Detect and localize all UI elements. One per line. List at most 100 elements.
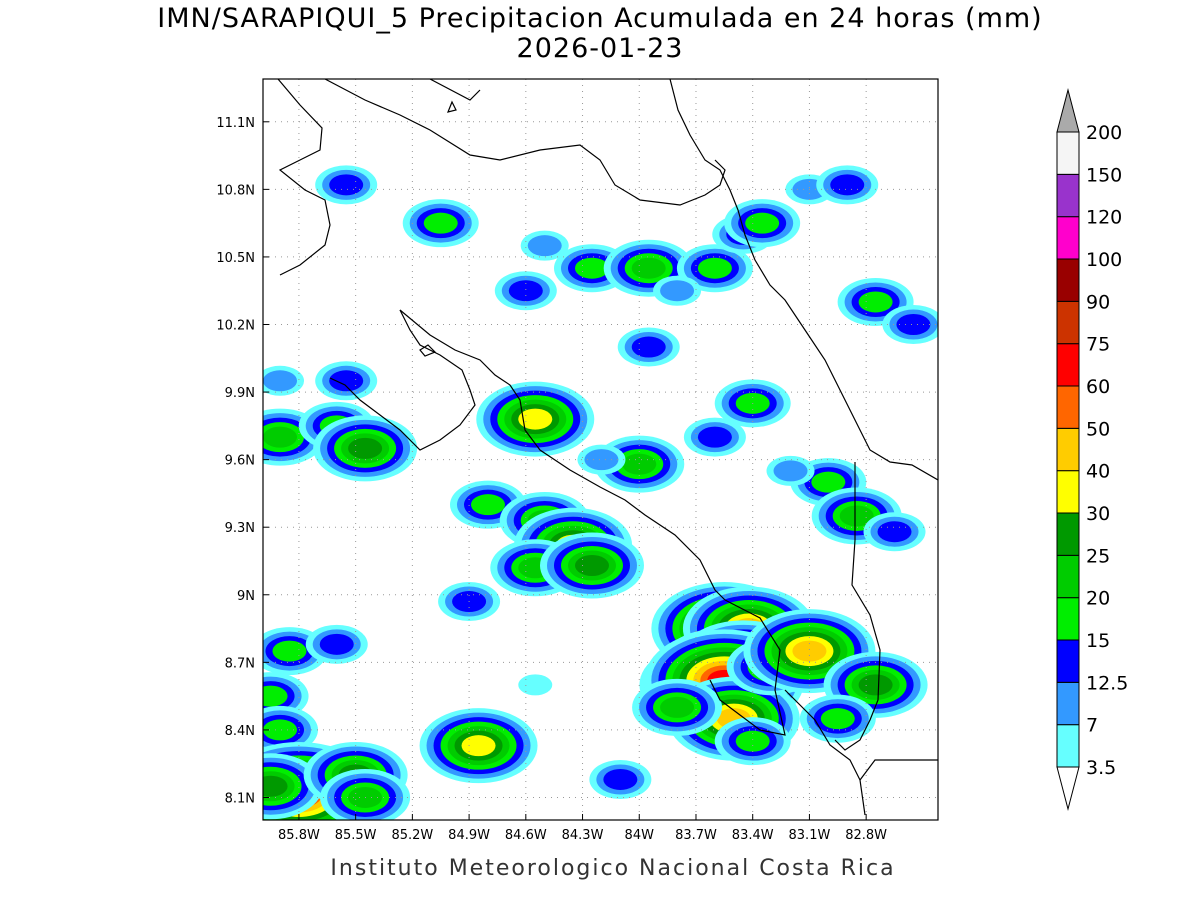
rain-contour xyxy=(811,471,846,493)
rain-contour xyxy=(877,521,912,543)
colorbar-label: 40 xyxy=(1086,461,1110,483)
lat-tick-label: 8.4N xyxy=(225,724,255,739)
rain-contour xyxy=(697,426,732,448)
rain-cell xyxy=(617,327,680,367)
colorbar-label: 30 xyxy=(1086,503,1110,525)
rain-contour xyxy=(745,212,780,234)
rain-cell xyxy=(402,199,479,248)
rain-cell xyxy=(816,165,879,205)
lat-tick-label: 10.2N xyxy=(216,318,255,333)
rain-cell xyxy=(476,381,595,457)
rain-cell xyxy=(320,768,411,820)
colorbar-bin xyxy=(1056,427,1080,472)
rain-cell xyxy=(577,444,626,475)
lon-tick-label: 85.5W xyxy=(335,828,377,843)
rain-contour xyxy=(518,408,553,430)
caribbean-coast xyxy=(669,79,938,481)
rain-contour xyxy=(527,235,562,257)
rain-contour xyxy=(329,174,364,196)
rain-cell xyxy=(315,165,378,205)
lat-tick-label: 8.1N xyxy=(225,791,255,806)
rain-contour xyxy=(830,174,865,196)
rain-contour xyxy=(423,212,458,234)
nicaragua-pacific-coast xyxy=(277,79,331,276)
lat-tick-label: 10.8N xyxy=(216,183,255,198)
colorbar-bin xyxy=(1056,724,1080,768)
rain-cell xyxy=(494,271,557,311)
rain-contour xyxy=(839,505,874,527)
lon-tick-label: 83.4W xyxy=(732,828,774,843)
colorbar-label: 200 xyxy=(1086,122,1122,144)
colorbar-label: 20 xyxy=(1086,588,1110,610)
lon-tick-label: 83.1W xyxy=(789,828,831,843)
rain-contour xyxy=(584,449,619,471)
rain-cell xyxy=(419,708,538,784)
lon-tick-label: 84.9W xyxy=(448,828,490,843)
rain-cell xyxy=(653,275,702,306)
osa-peninsula xyxy=(709,599,786,736)
rain-cell xyxy=(799,694,876,743)
colorbar-max-triangle xyxy=(1056,88,1080,133)
colorbar-bin xyxy=(1056,258,1080,302)
rain-cell xyxy=(539,532,644,599)
rain-contour xyxy=(697,257,732,279)
colorbar-label: 3.5 xyxy=(1086,757,1116,779)
colorbar-bin xyxy=(1056,343,1080,387)
map-title: IMN/SARAPIQUI_5 Precipitacion Acumulada … xyxy=(157,3,1043,34)
colorbar-bin xyxy=(1056,216,1080,260)
colorbar-label: 100 xyxy=(1086,249,1122,271)
colorbar-label: 90 xyxy=(1086,291,1110,313)
rain-contour xyxy=(622,453,657,475)
rain-cell xyxy=(589,759,652,799)
lon-tick-label: 84W xyxy=(625,828,655,843)
islet-north xyxy=(447,100,457,113)
rain-contour xyxy=(574,257,609,279)
colorbar-bin xyxy=(1056,639,1080,683)
rain-cell xyxy=(724,199,801,248)
rain-contour xyxy=(263,775,288,797)
colorbar-label: 25 xyxy=(1086,545,1110,567)
rain-contour xyxy=(518,674,553,696)
panama-pacific-coast xyxy=(859,759,938,781)
colorbar-label: 15 xyxy=(1086,630,1110,652)
colorbar-bin xyxy=(1056,512,1080,556)
rain-cell xyxy=(263,753,323,820)
rain-contour xyxy=(735,730,770,752)
colorbar-bin xyxy=(1056,173,1080,218)
colorbar-min-triangle xyxy=(1056,766,1080,811)
lon-tick-label: 84.6W xyxy=(505,828,547,843)
rain-cell xyxy=(518,674,553,696)
gulf-island xyxy=(419,344,437,357)
rain-contour xyxy=(461,735,496,757)
rain-contour xyxy=(660,280,695,302)
latitude-labels: 11.1N 10.8N 10.5N 10.2N 9.9N 9.6N 9.3N 9N 8.7N 8.… xyxy=(216,116,255,807)
rain-contour xyxy=(348,437,383,459)
rain-contour xyxy=(820,708,855,730)
nicaragua-coast-north xyxy=(429,79,481,101)
rain-contour xyxy=(660,696,695,718)
coastlines xyxy=(277,79,938,816)
colorbar-bin xyxy=(1056,385,1080,429)
rain-cell xyxy=(766,455,815,486)
rain-contour xyxy=(263,685,288,707)
rain-contour xyxy=(631,257,666,279)
rain-contour xyxy=(319,633,354,655)
lat-tick-label: 8.7N xyxy=(225,656,255,671)
lon-tick-label: 84.3W xyxy=(562,828,604,843)
rain-cell xyxy=(676,244,753,293)
rain-contour xyxy=(329,370,364,392)
lake-nicaragua-shore xyxy=(324,79,726,206)
colorbar-bin xyxy=(1056,300,1080,345)
panama-border xyxy=(834,462,881,751)
rain-contour xyxy=(858,674,893,696)
rain-cell xyxy=(305,624,368,664)
colorbar-bin xyxy=(1056,597,1080,641)
colorbar-bin xyxy=(1056,554,1080,599)
lat-lon-grid xyxy=(263,79,938,820)
rain-layer xyxy=(263,165,938,820)
colorbar: 3.5 7 12.5 15 20 25 30 40 50 60 75 90 100 120 150 200 xyxy=(1056,88,1128,811)
nicoya-coast xyxy=(329,309,476,451)
longitude-labels: 85.8W 85.5W 85.2W 84.9W 84.6W 84.3W 84W 83.7W 83… xyxy=(278,828,887,843)
rain-cell xyxy=(313,415,418,482)
